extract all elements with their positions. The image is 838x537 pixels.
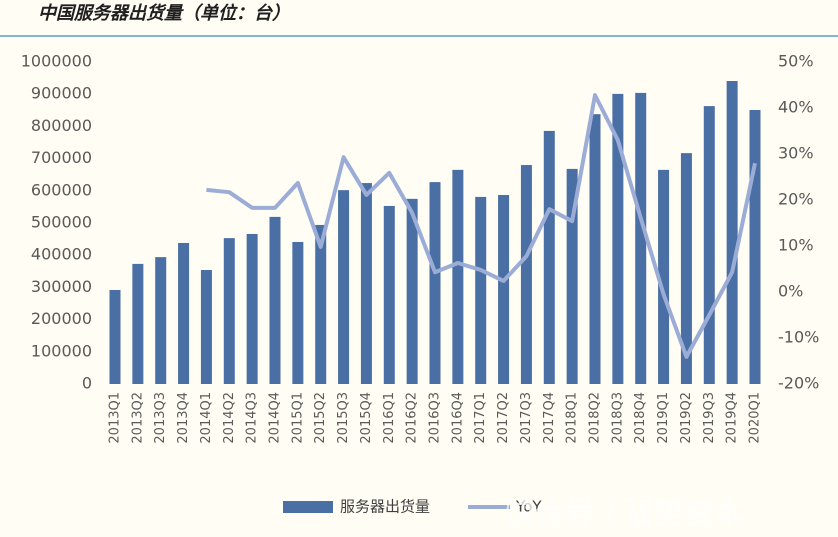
x-tick-label: 2019Q4 bbox=[725, 392, 740, 444]
x-tick-label: 2013Q3 bbox=[153, 392, 168, 444]
y-tick-label: 900000 bbox=[31, 84, 92, 103]
bar bbox=[658, 169, 670, 384]
bar bbox=[680, 153, 692, 384]
bar bbox=[360, 183, 372, 384]
legend-label: YoY bbox=[515, 498, 542, 516]
x-tick-label: 2017Q2 bbox=[496, 392, 511, 444]
bar bbox=[566, 168, 578, 384]
y-tick-label: 800000 bbox=[31, 116, 92, 135]
y2-tick-label: -10% bbox=[778, 328, 819, 347]
x-tick-label: 2019Q3 bbox=[702, 392, 717, 444]
x-tick-label: 2013Q4 bbox=[176, 392, 191, 444]
x-tick-label: 2016Q1 bbox=[382, 392, 397, 444]
x-tick-label: 2016Q3 bbox=[428, 392, 443, 444]
y2-tick-label: 10% bbox=[778, 236, 814, 255]
x-tick-label: 2020Q1 bbox=[748, 392, 763, 444]
bar bbox=[315, 224, 327, 384]
x-tick-label: 2015Q2 bbox=[313, 392, 328, 444]
bar bbox=[520, 165, 532, 384]
bar bbox=[223, 238, 235, 384]
bar bbox=[246, 233, 258, 384]
x-tick-label: 2019Q1 bbox=[656, 392, 671, 444]
watermark: 快传号 / 驭势资本 bbox=[505, 497, 744, 532]
y2-tick-label: 50% bbox=[778, 52, 814, 71]
x-tick-label: 2018Q2 bbox=[588, 392, 603, 444]
bar bbox=[178, 242, 190, 384]
x-tick-label: 2015Q1 bbox=[290, 392, 305, 444]
x-tick-label: 2014Q1 bbox=[199, 392, 214, 444]
y-tick-label: 0 bbox=[82, 374, 92, 393]
legend-swatch bbox=[283, 501, 333, 513]
x-tick-label: 2014Q4 bbox=[268, 392, 283, 444]
x-tick-label: 2014Q3 bbox=[245, 392, 260, 444]
x-tick-label: 2013Q2 bbox=[130, 392, 145, 444]
y2-tick-label: 30% bbox=[778, 144, 814, 163]
y2-tick-label: 40% bbox=[778, 98, 814, 117]
bar bbox=[612, 93, 624, 385]
x-tick-label: 2018Q4 bbox=[633, 392, 648, 444]
x-tick-label: 2017Q4 bbox=[542, 392, 557, 444]
y-tick-label: 700000 bbox=[31, 148, 92, 167]
bar bbox=[703, 106, 715, 384]
legend-label: 服务器出货量 bbox=[340, 498, 430, 516]
bar bbox=[475, 196, 487, 384]
bar bbox=[429, 182, 441, 384]
x-tick-label: 2018Q1 bbox=[565, 392, 580, 444]
bar bbox=[132, 263, 144, 384]
x-tick-label: 2019Q2 bbox=[679, 392, 694, 444]
bar bbox=[589, 114, 601, 384]
y2-tick-label: -20% bbox=[778, 374, 819, 393]
x-tick-label: 2016Q4 bbox=[450, 392, 465, 444]
x-tick-label: 2017Q1 bbox=[473, 392, 488, 444]
y2-tick-label: 20% bbox=[778, 190, 814, 209]
bar bbox=[406, 198, 418, 384]
y-tick-label: 1000000 bbox=[21, 52, 92, 71]
bar bbox=[155, 257, 167, 384]
y-tick-label: 200000 bbox=[31, 309, 92, 328]
bar bbox=[498, 194, 510, 384]
y2-tick-label: 0% bbox=[778, 282, 803, 301]
bar bbox=[383, 205, 395, 384]
y-tick-label: 500000 bbox=[31, 213, 92, 232]
bar bbox=[292, 241, 304, 384]
bar bbox=[109, 289, 121, 384]
x-tick-label: 2015Q3 bbox=[336, 392, 351, 444]
x-tick-label: 2016Q2 bbox=[405, 392, 420, 444]
bar bbox=[269, 216, 281, 384]
bar bbox=[452, 169, 464, 384]
line bbox=[206, 93, 757, 359]
bar bbox=[726, 80, 738, 385]
y-tick-label: 300000 bbox=[31, 277, 92, 296]
bar bbox=[749, 109, 761, 384]
x-tick-label: 2014Q2 bbox=[222, 392, 237, 444]
bar bbox=[543, 130, 555, 384]
y-tick-label: 600000 bbox=[31, 180, 92, 199]
bar bbox=[338, 190, 350, 384]
bar bbox=[635, 92, 647, 385]
bar bbox=[200, 270, 212, 384]
x-tick-label: 2015Q4 bbox=[359, 392, 374, 444]
x-tick-label: 2013Q1 bbox=[108, 392, 123, 444]
x-tick-label: 2017Q3 bbox=[519, 392, 534, 444]
chart-title: 中国服务器出货量（单位：台） bbox=[38, 3, 290, 24]
y-tick-label: 100000 bbox=[31, 341, 92, 360]
y-tick-label: 400000 bbox=[31, 245, 92, 264]
x-tick-label: 2018Q3 bbox=[610, 392, 625, 444]
